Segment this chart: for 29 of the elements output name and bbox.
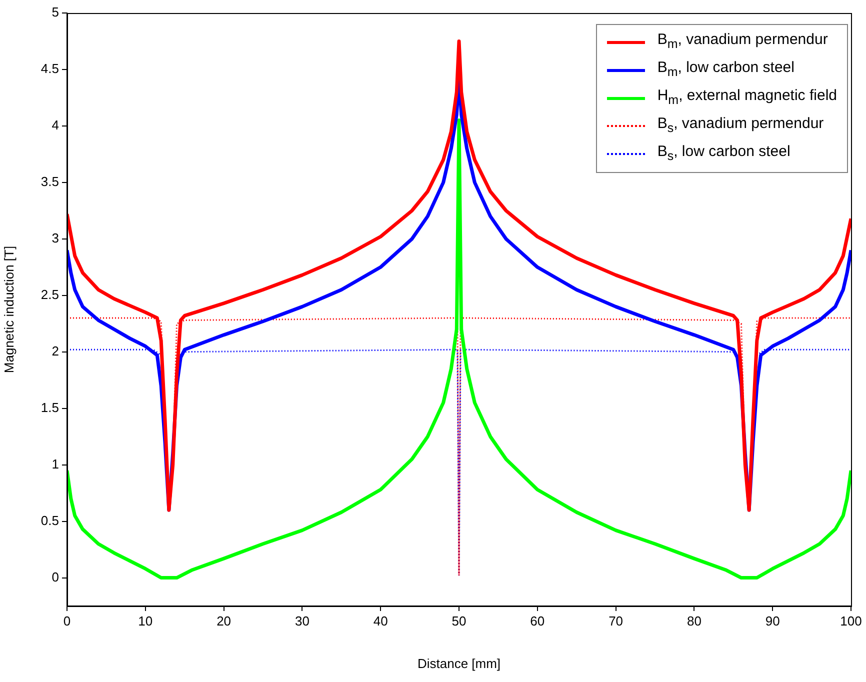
- x-tick-label: 20: [216, 613, 232, 628]
- y-tick-label: 0: [52, 569, 59, 584]
- x-tick-label: 90: [765, 613, 780, 628]
- x-tick-label: 60: [530, 613, 545, 628]
- legend-label: H$_{m}$, external magnetic field: [657, 86, 837, 109]
- legend-label: B$_{s}$, vanadium permendur: [657, 114, 824, 137]
- y-tick-label: 0.5: [40, 512, 59, 528]
- y-tick-label: 3.5: [40, 174, 59, 190]
- x-tick-label: 100: [840, 613, 862, 628]
- y-tick-label: 4.5: [40, 61, 59, 76]
- y-tick-label: 1: [52, 456, 59, 472]
- legend-label: B$_{m}$, low carbon steel: [657, 58, 794, 81]
- y-tick-label: 2.5: [40, 286, 59, 302]
- x-axis-title: Distance [mm]: [417, 656, 501, 671]
- legend-label: B$_{m}$, vanadium permendur: [657, 30, 828, 53]
- y-tick-label: 3: [52, 230, 59, 246]
- x-tick-label: 30: [294, 613, 310, 628]
- y-axis-title: Magnetic induction [T]: [1, 246, 16, 374]
- x-tick-label: 0: [63, 613, 71, 628]
- y-tick-label: 4: [52, 118, 59, 133]
- y-tick-label: 5: [52, 4, 59, 20]
- x-tick-label: 70: [608, 613, 624, 628]
- x-tick-label: 50: [452, 613, 466, 628]
- y-tick-label: 2: [52, 343, 59, 358]
- legend-label: B$_{s}$, low carbon steel: [657, 142, 790, 165]
- x-tick-label: 10: [138, 613, 153, 628]
- x-tick-label: 80: [686, 613, 702, 628]
- x-tick-label: 40: [373, 613, 388, 628]
- y-tick-label: 1.5: [40, 400, 59, 415]
